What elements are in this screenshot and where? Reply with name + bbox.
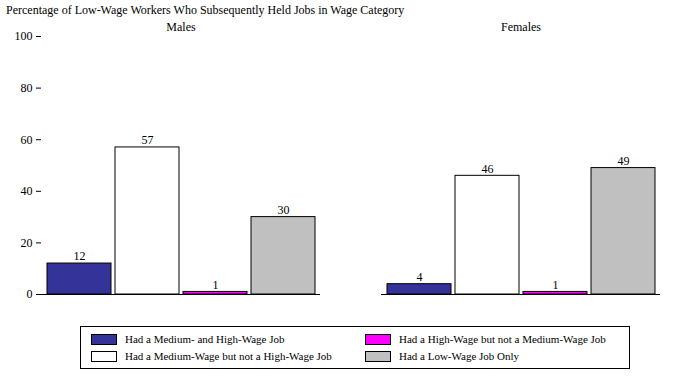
svg-text:1: 1 xyxy=(553,278,559,292)
html-text:Had a Medium- and High-Wage Jo: Had a Medium- and High-Wage Job xyxy=(125,333,285,345)
svg-text:4: 4 xyxy=(417,270,423,284)
svg-text:60: 60 xyxy=(21,133,33,147)
html-text:Had a Low-Wage Job Only: Had a Low-Wage Job Only xyxy=(399,350,520,362)
svg-text:30: 30 xyxy=(278,203,290,217)
svg-text:49: 49 xyxy=(618,154,630,168)
html-text:Had a Medium-Wage but not a Hi: Had a Medium-Wage but not a High-Wage Jo… xyxy=(125,350,332,362)
svg-text:80: 80 xyxy=(21,81,33,95)
svg-text:Males: Males xyxy=(166,20,196,34)
svg-text:46: 46 xyxy=(482,162,494,176)
svg-text:40: 40 xyxy=(21,184,33,198)
svg-text:0: 0 xyxy=(27,287,33,301)
svg-text:12: 12 xyxy=(74,249,86,263)
svg-text:100: 100 xyxy=(15,29,33,43)
svg-text:20: 20 xyxy=(21,236,33,250)
html-text:Percentage of Low-Wage Workers: Percentage of Low-Wage Workers Who Subse… xyxy=(6,3,405,17)
svg-text:1: 1 xyxy=(213,278,219,292)
svg-text:57: 57 xyxy=(142,133,154,147)
svg-text:Females: Females xyxy=(501,20,541,34)
html-text:Had a High-Wage but not a Medi: Had a High-Wage but not a Medium-Wage Jo… xyxy=(399,333,606,345)
